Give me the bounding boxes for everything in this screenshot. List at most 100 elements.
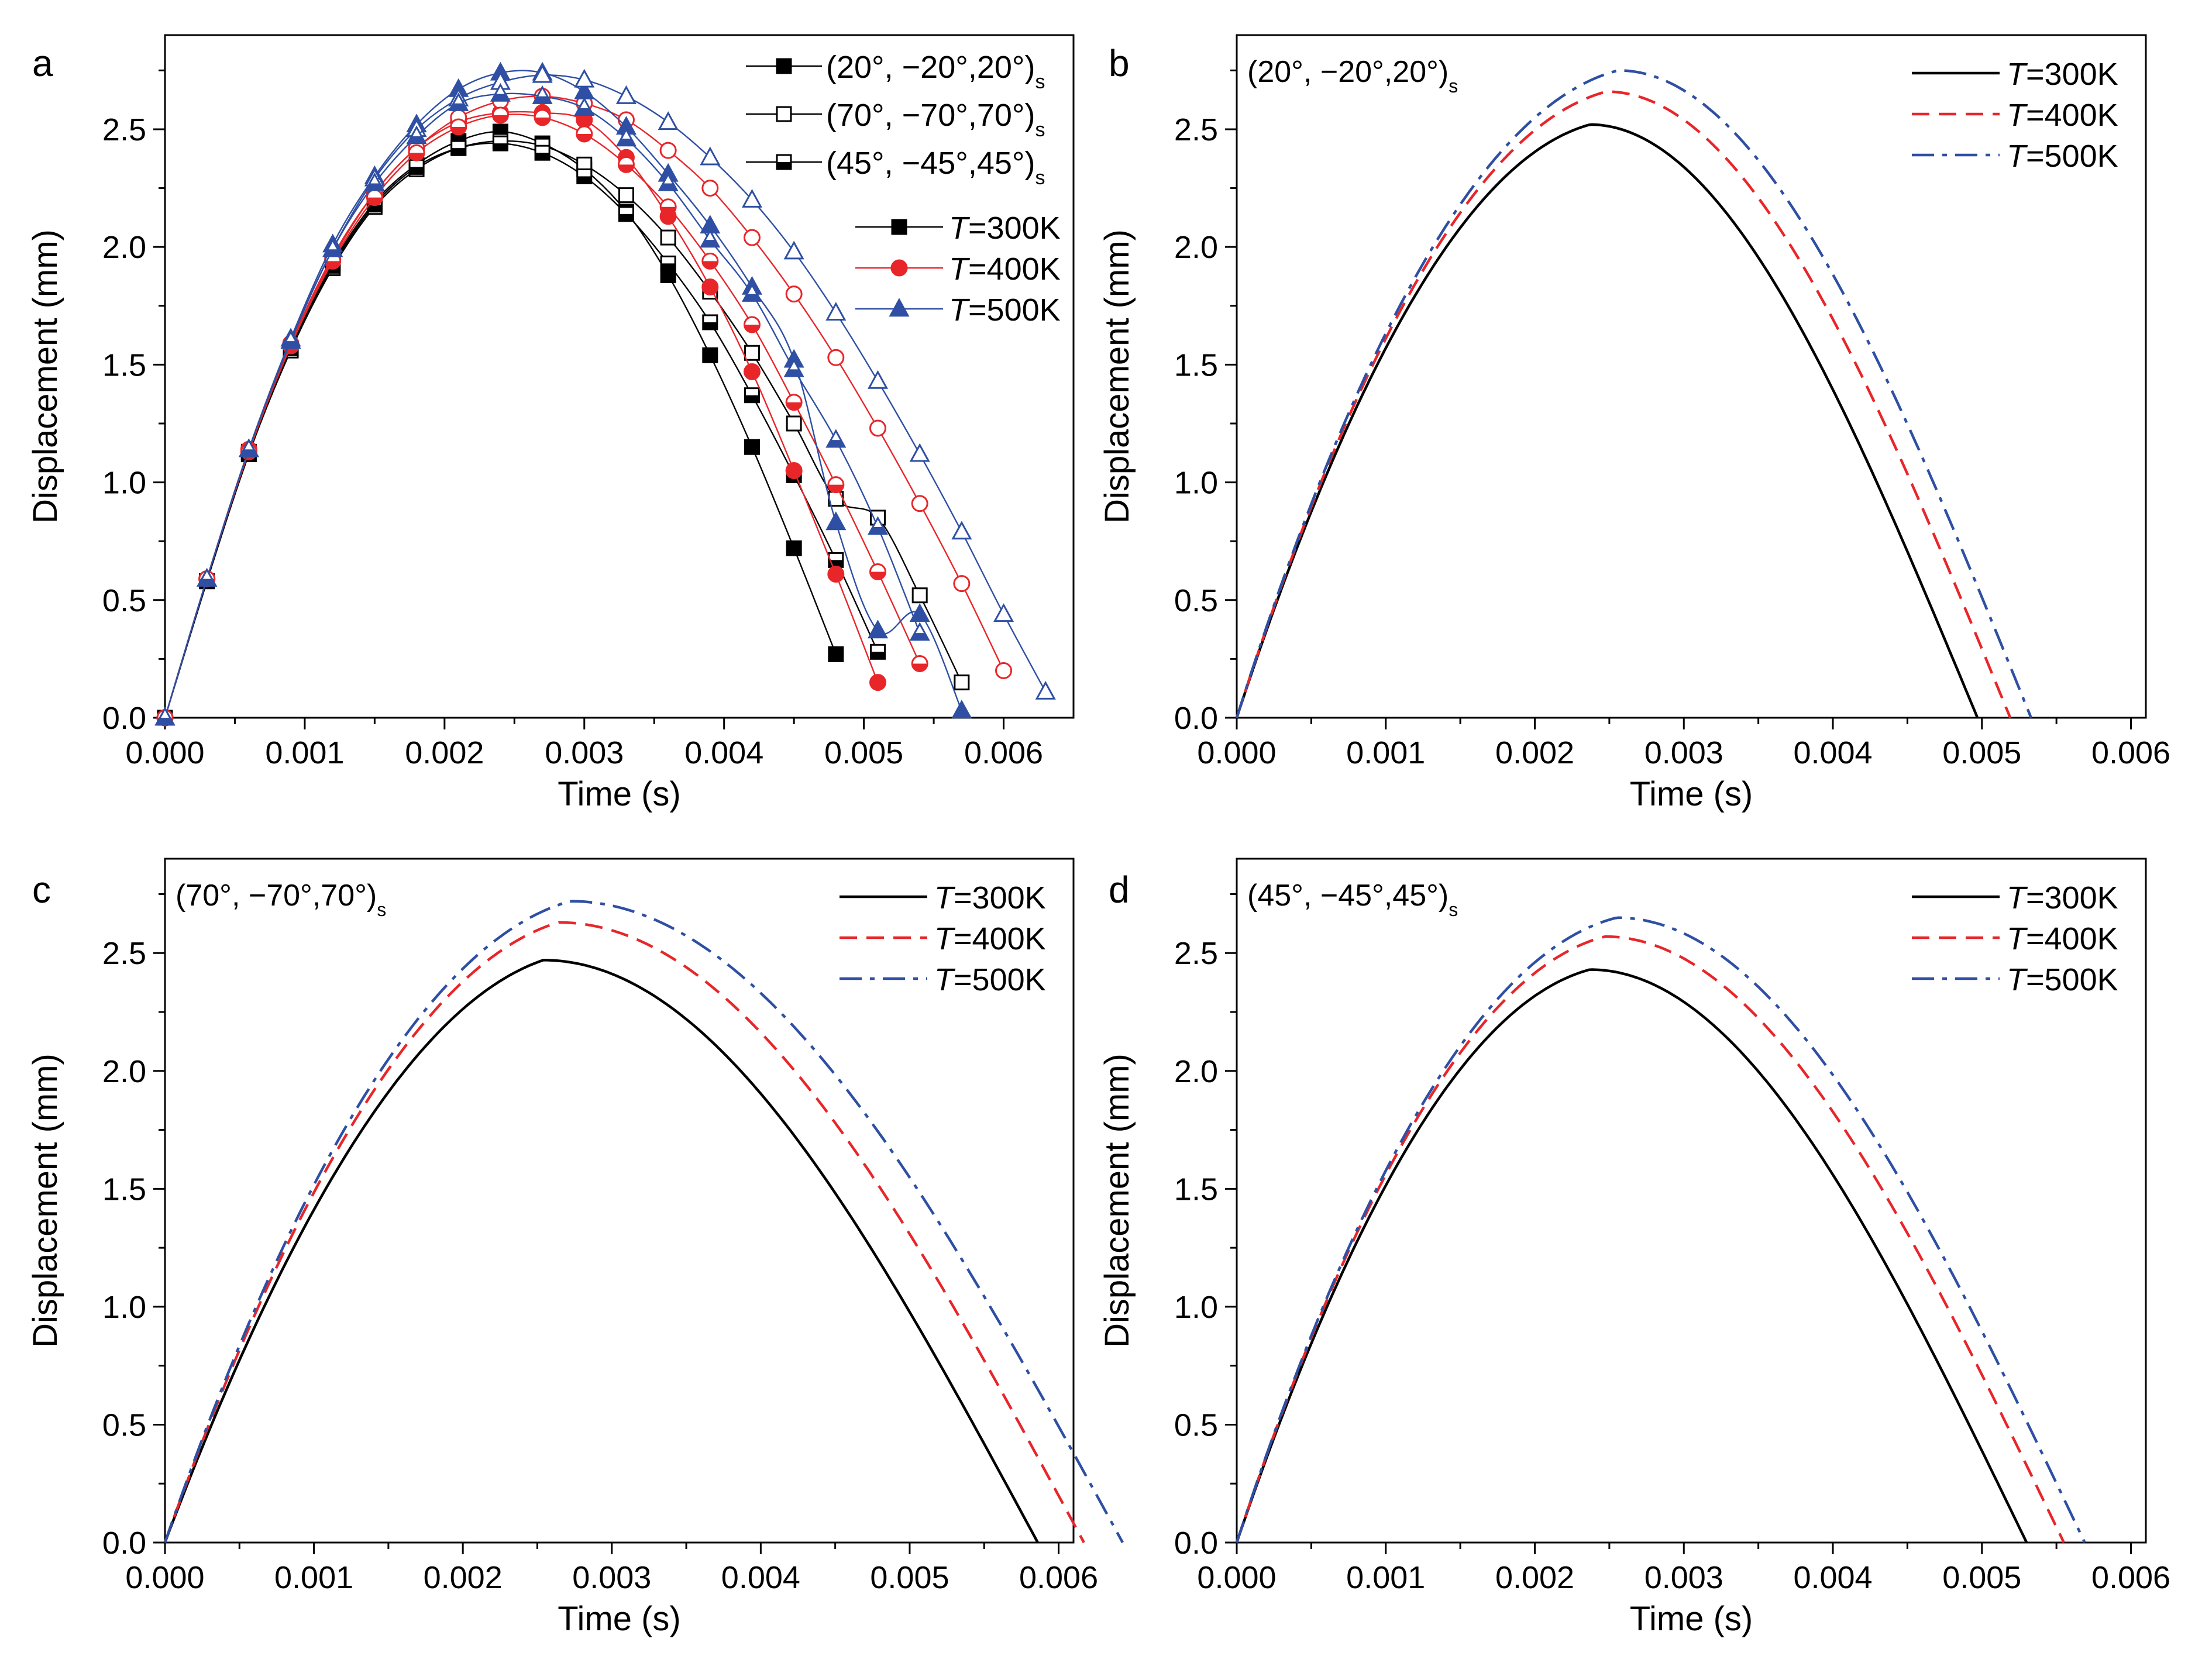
series-line bbox=[1235, 968, 2028, 1543]
legend-entry: T=400K bbox=[1912, 98, 2118, 133]
legend-subscript: s bbox=[1035, 71, 1045, 93]
circle-marker bbox=[743, 363, 761, 380]
circle-marker bbox=[450, 118, 467, 136]
square-marker bbox=[744, 387, 760, 404]
circle-marker bbox=[911, 495, 928, 512]
square-marker bbox=[660, 255, 676, 271]
panel-a: a 0.000 0.001 0.002 0.003 0.004 0.005 0.006 0.0 0… bbox=[26, 34, 1075, 813]
x-tick-label: 0.006 bbox=[1019, 1560, 1098, 1595]
x-axis-title: Time (s) bbox=[558, 1600, 680, 1638]
x-tick-label: 0.005 bbox=[824, 735, 903, 770]
panel-c: c 0.000 0.001 0.002 0.003 0.004 0.005 0.006 0.0 0… bbox=[26, 858, 1124, 1638]
circle-marker bbox=[827, 476, 845, 494]
y-tick-label: 0.5 bbox=[1174, 583, 1218, 618]
x-tick-label: 0.001 bbox=[265, 735, 344, 770]
legend-value: =300K bbox=[968, 211, 1061, 246]
legend-label: T=400K bbox=[2007, 98, 2118, 133]
plot-frame bbox=[1236, 34, 2147, 719]
y-tick-label: 0.0 bbox=[1174, 1526, 1218, 1561]
legend-label: T=400K bbox=[2007, 921, 2118, 956]
series-line bbox=[163, 959, 1039, 1544]
series-line bbox=[1235, 123, 1979, 718]
circle-marker bbox=[366, 189, 383, 206]
x-tick-label: 0.004 bbox=[684, 735, 763, 770]
plot-frame bbox=[164, 858, 1075, 1544]
legend-entry: T=300K bbox=[840, 880, 1046, 915]
circle-marker bbox=[701, 180, 719, 197]
x-tick-label: 0.000 bbox=[1197, 1560, 1276, 1595]
legend-value: =500K bbox=[2026, 139, 2118, 174]
legend-label: T=500K bbox=[2007, 962, 2118, 997]
circle-marker bbox=[743, 229, 761, 246]
data-series bbox=[1235, 935, 2065, 1543]
legend-entry: T=400K bbox=[1912, 921, 2118, 956]
square-marker bbox=[408, 159, 425, 175]
circle-marker bbox=[701, 252, 719, 270]
series-line bbox=[1235, 916, 2086, 1543]
series-line bbox=[164, 142, 879, 718]
y-tick-label: 1.0 bbox=[102, 1290, 146, 1325]
circle-marker bbox=[953, 575, 971, 593]
legend-label: T=400K bbox=[949, 252, 1061, 287]
square-marker bbox=[660, 229, 676, 246]
x-axis-title: Time (s) bbox=[558, 775, 680, 813]
legend-entry: T=500K bbox=[840, 962, 1046, 997]
panel-b: b 0.000 0.001 0.002 0.003 0.004 0.005 0.006 0.0 0… bbox=[1098, 34, 2170, 813]
data-series bbox=[157, 133, 970, 726]
data-series bbox=[163, 921, 1085, 1544]
panel-letter: d bbox=[1109, 869, 1130, 911]
layup-subscript: s bbox=[1449, 899, 1458, 920]
y-tick-label: 2.0 bbox=[1174, 1054, 1218, 1089]
square-marker bbox=[870, 643, 886, 660]
legend-entry: T=300K bbox=[855, 211, 1061, 246]
triangle-marker bbox=[993, 603, 1014, 622]
series-line bbox=[1235, 69, 2032, 718]
square-marker bbox=[786, 415, 802, 432]
circle-marker bbox=[617, 156, 635, 173]
y-tick-label: 0.5 bbox=[1174, 1407, 1218, 1443]
data-series bbox=[154, 82, 930, 726]
data-series bbox=[156, 106, 928, 727]
layup-subscript: s bbox=[1449, 75, 1458, 97]
square-marker bbox=[618, 187, 634, 204]
layup-subscript: s bbox=[377, 899, 386, 920]
x-tick-label: 0.003 bbox=[545, 735, 624, 770]
legend-symbol: T bbox=[934, 921, 956, 956]
triangle-marker bbox=[867, 516, 889, 535]
panel-letter: b bbox=[1109, 42, 1130, 84]
panel-letter: a bbox=[32, 42, 53, 84]
legend-symbol: T bbox=[934, 962, 956, 997]
series-line bbox=[163, 921, 1085, 1544]
legend-value: =400K bbox=[954, 921, 1046, 956]
circle-marker bbox=[869, 563, 887, 581]
legend-label: T=300K bbox=[934, 880, 1046, 915]
legend-label: T=300K bbox=[2007, 880, 2118, 915]
triangle-marker bbox=[658, 111, 679, 130]
circle-marker bbox=[659, 142, 677, 159]
circle-marker bbox=[743, 316, 761, 333]
triangle-marker bbox=[574, 68, 595, 88]
legend-symbol: T bbox=[2007, 57, 2028, 92]
y-tick-label: 1.5 bbox=[102, 347, 146, 383]
data-series bbox=[1235, 90, 2012, 718]
legend-value: =500K bbox=[2026, 962, 2118, 997]
x-tick-label: 0.002 bbox=[405, 735, 484, 770]
y-tick-label: 1.0 bbox=[102, 466, 146, 501]
circle-marker bbox=[827, 566, 845, 583]
circle-marker bbox=[408, 144, 425, 161]
square-marker bbox=[776, 154, 792, 170]
series-line bbox=[164, 140, 962, 718]
x-tick-label: 0.001 bbox=[274, 1560, 353, 1595]
square-marker bbox=[828, 646, 844, 662]
series-line bbox=[1235, 935, 2065, 1543]
circle-marker bbox=[995, 662, 1013, 680]
y-tick-label: 2.0 bbox=[1174, 230, 1218, 265]
y-axis-title: Displacement (mm) bbox=[1098, 1054, 1136, 1348]
circle-marker bbox=[659, 198, 677, 216]
triangle-marker bbox=[658, 172, 679, 191]
circle-marker bbox=[911, 655, 928, 672]
triangle-marker bbox=[532, 64, 553, 83]
triangle-marker bbox=[951, 521, 972, 540]
triangle-marker bbox=[909, 603, 930, 622]
